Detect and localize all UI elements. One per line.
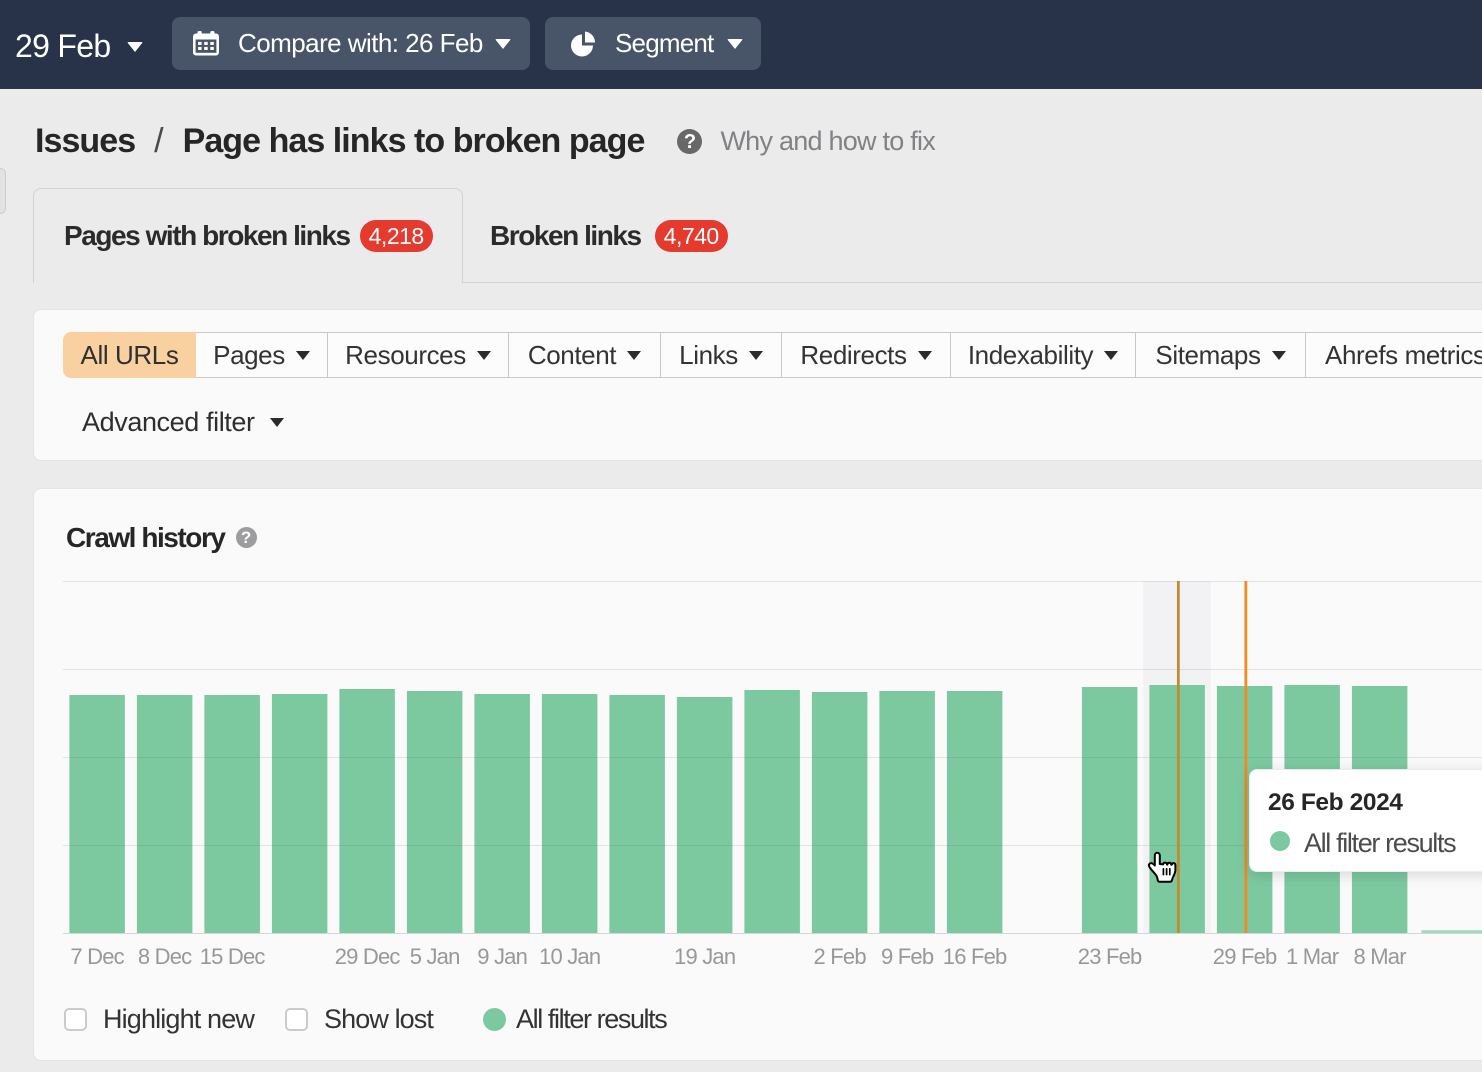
svg-text:9 Feb: 9 Feb bbox=[881, 944, 934, 969]
svg-text:2 Feb: 2 Feb bbox=[814, 944, 867, 969]
svg-text:19 Jan: 19 Jan bbox=[674, 944, 735, 969]
svg-text:9 Jan: 9 Jan bbox=[477, 944, 527, 969]
svg-text:29 Dec: 29 Dec bbox=[335, 944, 401, 969]
svg-text:1 Mar: 1 Mar bbox=[1286, 944, 1339, 969]
svg-text:8 Mar: 8 Mar bbox=[1354, 944, 1407, 969]
svg-text:10 Jan: 10 Jan bbox=[539, 944, 600, 969]
svg-text:16 Feb: 16 Feb bbox=[943, 944, 1007, 969]
svg-text:23 Feb: 23 Feb bbox=[1078, 944, 1142, 969]
svg-text:7 Dec: 7 Dec bbox=[70, 944, 124, 969]
svg-text:5 Jan: 5 Jan bbox=[410, 944, 460, 969]
svg-text:29 Feb: 29 Feb bbox=[1213, 944, 1277, 969]
svg-text:8 Dec: 8 Dec bbox=[138, 944, 192, 969]
svg-text:15 Dec: 15 Dec bbox=[200, 944, 266, 969]
